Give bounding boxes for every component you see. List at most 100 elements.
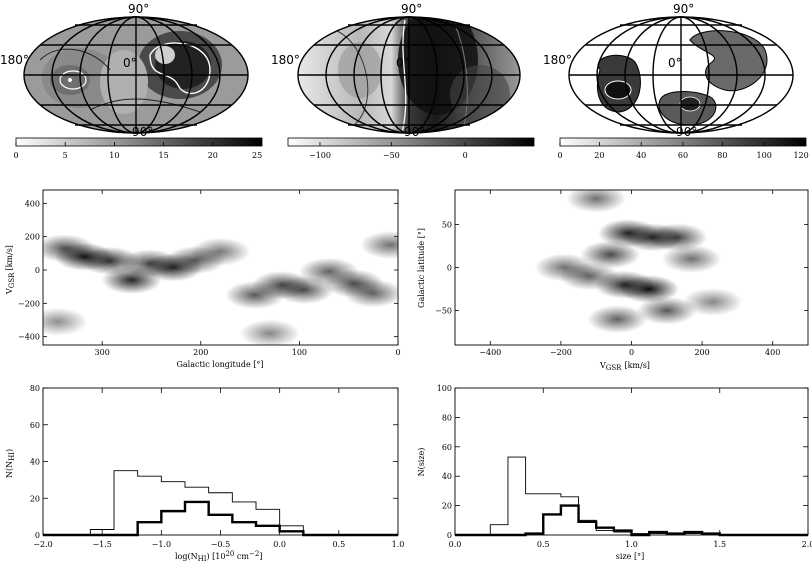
colorbar-3-tick-label: 120 xyxy=(793,151,808,160)
nhi-x-tick-label: −1.0 xyxy=(152,540,171,549)
nhi-x-tick-label: −2.0 xyxy=(33,540,52,549)
svg-text:N(NHI): N(NHI) xyxy=(5,449,16,478)
vb-x-tick-label: −200 xyxy=(550,348,572,357)
colorbar-2: −100 −50 0 xyxy=(287,137,535,160)
lv-heatmap-panel: 300 200 100 0 400 200 0 −200 −400 Galactic longi… xyxy=(5,189,401,369)
map-1-lon-center-label: 0° xyxy=(123,56,137,70)
size-histogram-panel: 0.0 0.5 1.0 1.5 2.0 0 20 40 60 80 100 size [°] N(s… xyxy=(417,384,812,561)
lv-y-axis-label: VGSR[km/s] xyxy=(5,245,16,295)
lv-y-tick-label: 400 xyxy=(25,199,40,208)
sky-map-2: 90° 180° 0° −90° xyxy=(271,2,521,139)
size-x-tick-label: 0.0 xyxy=(449,540,462,549)
map-2-lon-left-label: 180° xyxy=(271,53,300,67)
nhi-y-tick-label: 40 xyxy=(30,458,40,467)
colorbar-3-tick-label: 20 xyxy=(594,151,604,160)
nhi-x-tick-label: 0.0 xyxy=(273,540,286,549)
colorbar-2-tick-label: −50 xyxy=(383,151,400,160)
map-1-lon-left-label: 180° xyxy=(0,53,29,67)
size-x-tick-label: 1.5 xyxy=(713,540,726,549)
size-series-thick xyxy=(455,504,808,537)
nhi-y-tick-label: 0 xyxy=(35,531,40,540)
lv-y-tick-label: 0 xyxy=(35,266,40,275)
lv-density-blob xyxy=(360,231,398,259)
lv-density-blob xyxy=(43,307,88,336)
vb-density-blob xyxy=(647,223,708,252)
colorbar-1-tick-label: 10 xyxy=(109,151,119,160)
map-2-lat-top-label: 90° xyxy=(401,2,422,16)
vb-y-tick-label: 50 xyxy=(442,220,452,229)
size-series-thin xyxy=(455,456,808,536)
colorbar-3-tick-label: 0 xyxy=(557,151,562,160)
map-1-lat-bottom-label: −90° xyxy=(122,125,153,139)
lv-y-tick-label: −200 xyxy=(18,299,40,308)
colorbar-3-tick-label: 80 xyxy=(717,151,727,160)
vb-density-blob xyxy=(619,275,680,304)
vb-x-tick-label: 0 xyxy=(629,348,634,357)
vb-x-tick-label: 400 xyxy=(765,348,780,357)
size-x-tick-label: 2.0 xyxy=(802,540,812,549)
size-y-tick-label: 40 xyxy=(442,472,452,481)
lv-x-tick-label: 300 xyxy=(95,348,110,357)
map-3-lon-left-label: 180° xyxy=(543,53,572,67)
map-3-lat-bottom-label: −90° xyxy=(666,125,697,139)
map-2-lat-bottom-label: −90° xyxy=(394,125,425,139)
vb-y-tick-label: 0 xyxy=(447,264,452,273)
colorbar-1-tick-label: 20 xyxy=(208,151,218,160)
nhi-x-tick-label: 0.5 xyxy=(332,540,345,549)
vb-heatmap-panel: −400 −200 0 200 400 50 0 −50 VGSR [km/s] Galacti… xyxy=(417,189,809,372)
colorbar-3-tick-label: 100 xyxy=(757,151,772,160)
map-2-lon-center-label: 0° xyxy=(396,56,410,70)
nhi-y-axis-label: N(NHI) xyxy=(5,449,16,478)
vb-density-blob xyxy=(566,190,627,213)
map-1-lat-top-label: 90° xyxy=(128,2,149,16)
nhi-y-tick-label: 20 xyxy=(30,494,40,503)
vb-density-blob xyxy=(580,240,641,269)
vb-x-tick-label: 200 xyxy=(694,348,709,357)
lv-x-tick-label: 200 xyxy=(193,348,208,357)
nhi-series-thick xyxy=(43,500,398,537)
map-3-lon-center-label: 0° xyxy=(668,56,682,70)
nhi-x-tick-label: −0.5 xyxy=(211,540,230,549)
lv-x-tick-label: 100 xyxy=(292,348,307,357)
lv-density-blob xyxy=(190,237,251,266)
colorbar-2-tick-label: 0 xyxy=(463,151,468,160)
lv-x-axis-label: Galactic longitude [°] xyxy=(177,360,264,369)
colorbar-1-tick-label: 5 xyxy=(63,151,68,160)
lv-x-tick-label: 0 xyxy=(395,348,400,357)
size-x-tick-label: 1.0 xyxy=(625,540,638,549)
size-y-axis-label: N(size) xyxy=(417,448,426,477)
vb-x-axis-label: VGSR [km/s] xyxy=(599,361,650,372)
size-y-tick-label: 20 xyxy=(442,502,452,511)
lv-density-blob xyxy=(239,319,300,345)
size-x-tick-label: 0.5 xyxy=(537,540,550,549)
vb-y-tick-label: −50 xyxy=(435,307,452,316)
lv-y-tick-label: −400 xyxy=(18,333,40,342)
sky-map-3: 90° 180° 0° −90° xyxy=(543,2,794,139)
colorbar-3: 0 20 40 60 80 100 120 xyxy=(557,137,809,160)
nhi-x-tick-label: 1.0 xyxy=(392,540,405,549)
svg-text:log(NHI) [1020 cm−2]: log(NHI) [1020 cm−2] xyxy=(175,550,262,563)
colorbar-2-tick-label: −100 xyxy=(309,151,331,160)
nhi-y-tick-label: 60 xyxy=(30,421,40,430)
colorbar-1: 0 5 10 15 20 25 xyxy=(13,137,263,160)
colorbar-1-tick-label: 0 xyxy=(13,151,18,160)
nhi-x-tick-label: −1.5 xyxy=(92,540,111,549)
colorbar-1-tick-label: 25 xyxy=(252,151,262,160)
nhi-y-tick-label: 80 xyxy=(30,384,40,393)
svg-text:VGSR[km/s]: VGSR[km/s] xyxy=(5,245,16,295)
vb-density-blob xyxy=(534,253,595,282)
vb-x-tick-label: −400 xyxy=(479,348,501,357)
vb-density-blob xyxy=(682,287,743,316)
vb-density-blob xyxy=(636,296,697,325)
size-x-axis-label: size [°] xyxy=(616,552,644,561)
lv-y-tick-label: 200 xyxy=(25,233,40,242)
lv-density-blob xyxy=(343,279,398,308)
svg-text:VGSR[km/s]: VGSR[km/s] xyxy=(599,361,650,372)
sky-map-1: 90° 180° 0° −90° xyxy=(0,2,249,139)
vb-density-blob xyxy=(587,305,648,334)
nhi-histogram-panel: −2.0 −1.5 −1.0 −0.5 0.0 0.5 1.0 0 20 40 60 80 log(N… xyxy=(5,384,404,563)
vb-density-blob xyxy=(661,244,722,273)
vb-y-axis-label: Galactic latitude [°] xyxy=(417,228,426,308)
size-y-tick-label: 0 xyxy=(447,531,452,540)
